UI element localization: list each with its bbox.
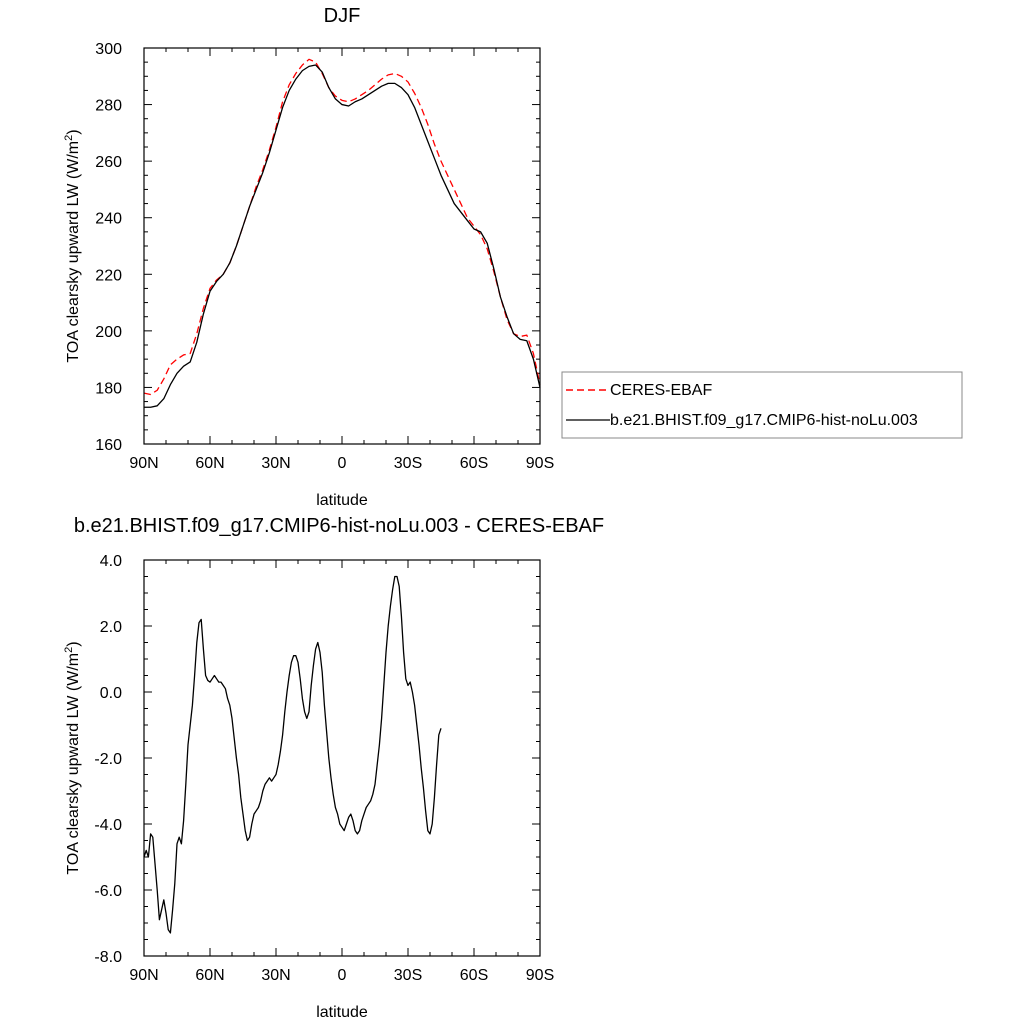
y-axis-ticks: 90N 60N 30N 0 30S 60S 90S -8.0 -6.0 -4.0 -2.0 0.0 2.…: [94, 553, 554, 984]
y-axis-ticks: 90N 60N 30N 0 30S 60S 90S 160 180 200 220 240 260 280…: [95, 41, 554, 472]
climatology-chart: DJF 90N 60N 30N 0 30S 60S 90S 160 180 200 220 240 26…: [63, 5, 554, 509]
x-tick-label: 30N: [261, 967, 290, 984]
y-tick-label: 0.0: [100, 685, 122, 702]
series-line-ceres: [143, 58, 541, 396]
x-tick-label: 90N: [129, 967, 158, 984]
x-tick-label: 60N: [195, 967, 224, 984]
series-line-model: [144, 64, 541, 408]
y-tick-label: 200: [95, 324, 122, 341]
y-tick-label: 240: [95, 211, 122, 228]
plot-frame: [143, 47, 541, 445]
y-tick-label: -4.0: [94, 817, 122, 834]
y-tick-label: 280: [95, 98, 122, 115]
x-tick-label: 0: [338, 967, 347, 984]
x-tick-label: 30S: [394, 967, 422, 984]
x-axis-title: latitude: [316, 492, 368, 509]
legend-label-ceres: CERES-EBAF: [610, 382, 712, 399]
y-tick-label: 160: [95, 437, 122, 454]
x-tick-label: 90S: [526, 967, 554, 984]
y-tick-label: -6.0: [94, 883, 122, 900]
chart-title: b.e21.BHIST.f09_g17.CMIP6-hist-noLu.003 …: [74, 515, 604, 537]
y-tick-label: 180: [95, 380, 122, 397]
series-line-model: [143, 575, 442, 934]
y-tick-label: 300: [95, 41, 122, 58]
y-tick-label: -2.0: [94, 751, 122, 768]
x-axis-title: latitude: [316, 1004, 368, 1021]
chart-title: DJF: [324, 5, 361, 27]
x-tick-label: 90S: [526, 455, 554, 472]
y-tick-label: 220: [95, 267, 122, 284]
y-tick-label: 4.0: [100, 553, 122, 570]
line-series: [143, 58, 541, 408]
x-tick-label: 30S: [394, 455, 422, 472]
y-tick-label: 260: [95, 154, 122, 171]
legend-box: [561, 371, 963, 439]
y-tick-label: -8.0: [94, 949, 122, 966]
x-tick-label: 0: [338, 455, 347, 472]
y-tick-label: 2.0: [100, 619, 122, 636]
legend: CERES-EBAF b.e21.BHIST.f09_g17.CMIP6-his…: [561, 371, 963, 439]
x-tick-label: 90N: [129, 455, 158, 472]
y-axis-title: TOA clearsky upward LW (W/m2): [63, 641, 82, 874]
x-tick-label: 60S: [460, 455, 488, 472]
legend-label-model: b.e21.BHIST.f09_g17.CMIP6-hist-noLu.003: [610, 412, 918, 429]
y-axis-title: TOA clearsky upward LW (W/m2): [63, 129, 82, 362]
x-tick-label: 60S: [460, 967, 488, 984]
difference-chart: b.e21.BHIST.f09_g17.CMIP6-hist-noLu.003 …: [63, 515, 604, 1021]
plot-frame: [143, 559, 541, 957]
x-tick-label: 60N: [195, 455, 224, 472]
line-series: [143, 575, 442, 934]
x-tick-label: 30N: [261, 455, 290, 472]
